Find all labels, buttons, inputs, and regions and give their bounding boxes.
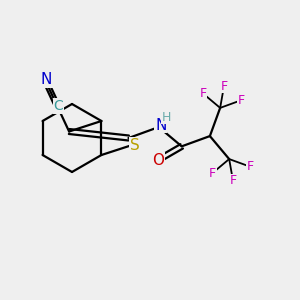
Text: F: F (230, 174, 237, 187)
Text: C: C (53, 99, 63, 113)
Text: N: N (41, 72, 52, 87)
Text: S: S (130, 138, 140, 153)
Text: F: F (237, 94, 244, 107)
Text: O: O (152, 153, 164, 168)
Text: F: F (246, 160, 254, 173)
Text: H: H (162, 111, 171, 124)
Text: F: F (200, 87, 207, 100)
Text: N: N (155, 118, 166, 133)
Text: F: F (209, 167, 216, 180)
Text: F: F (220, 80, 227, 93)
